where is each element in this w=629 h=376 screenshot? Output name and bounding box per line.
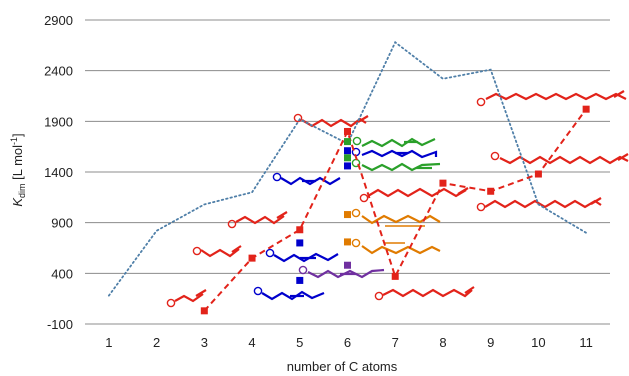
series-layer	[107, 40, 588, 312]
molecule-c5-blue-2	[265, 248, 339, 263]
x-tick-labels: 1 2 3 4 5 6 7 8 9 10 11	[105, 335, 593, 350]
x-tick-label: 3	[201, 335, 208, 350]
y-tick-label: 400	[51, 266, 73, 281]
molecule-c6-blue-1	[351, 147, 438, 159]
series-marker	[391, 272, 399, 280]
series-marker	[344, 127, 351, 135]
data-point	[344, 238, 351, 246]
series-marker	[534, 170, 542, 178]
molecule-c9-red	[476, 90, 627, 107]
molecule-c3-red	[166, 289, 207, 308]
molecule-c5-blue	[272, 172, 341, 186]
series-marker	[582, 105, 590, 113]
data-point	[344, 261, 351, 269]
y-tick-label: 1900	[44, 114, 73, 129]
molecule-c7-red	[359, 187, 469, 203]
x-tick-label: 11	[579, 335, 593, 350]
series-marker	[487, 187, 495, 195]
ylabel-sub: dim	[17, 183, 27, 198]
molecule-c6-purple	[298, 265, 385, 279]
molecule-c6-green-1	[352, 136, 436, 148]
y-axis-title: Kdim [L mol-1]	[9, 133, 27, 206]
x-tick-label: 9	[487, 335, 494, 350]
series-line-dashed	[203, 108, 587, 312]
molecule-c9-red-low	[476, 197, 602, 212]
series-marker	[439, 179, 447, 187]
molecule-c4-blue	[253, 286, 325, 301]
y-tick-label: 2400	[44, 64, 73, 79]
data-point	[296, 239, 304, 247]
data-point	[296, 276, 304, 284]
molecule-c6-orange-2	[351, 238, 441, 255]
x-axis-title: number of C atoms	[287, 359, 398, 374]
molecule-structures	[166, 90, 629, 308]
grid	[85, 19, 610, 325]
x-tick-label: 5	[296, 335, 303, 350]
series-marker	[200, 307, 208, 315]
series-marker	[296, 226, 304, 234]
x-tick-label: 6	[344, 335, 351, 350]
data-point	[344, 147, 351, 155]
x-tick-label: 2	[153, 335, 160, 350]
data-point	[344, 211, 351, 219]
x-tick-label: 1	[105, 335, 112, 350]
molecule-c7-red-low	[374, 286, 475, 301]
x-tick-label: 7	[392, 335, 399, 350]
svg-text:Kdim [L mol-1]: Kdim [L mol-1]	[9, 133, 27, 206]
ylabel-unit-sup: -1	[9, 137, 19, 145]
y-tick-label: 2900	[44, 13, 73, 28]
data-point	[344, 162, 351, 170]
molecule-c6-green-2	[351, 158, 441, 172]
y-tick-label: 900	[51, 216, 73, 231]
x-tick-label: 8	[439, 335, 446, 350]
molecule-c6-orange-1	[351, 208, 441, 227]
molecule-c4-red	[192, 245, 242, 258]
y-tick-labels: 2900 2400 1900 1400 900 400 -100	[44, 13, 73, 332]
data-point	[344, 154, 351, 162]
y-tick-label: -100	[47, 317, 73, 332]
data-point	[344, 138, 351, 146]
ylabel-unit-open: [L mol	[10, 145, 25, 184]
molecule-c10-red	[490, 151, 629, 165]
y-tick-label: 1400	[44, 165, 73, 180]
points-layer	[200, 105, 590, 315]
x-tick-label: 10	[531, 335, 545, 350]
ylabel-unit-close: ]	[10, 133, 25, 137]
series-marker	[248, 254, 256, 262]
molecule-c5-red	[227, 211, 288, 229]
x-tick-label: 4	[248, 335, 255, 350]
ylabel-main: K	[10, 197, 25, 207]
